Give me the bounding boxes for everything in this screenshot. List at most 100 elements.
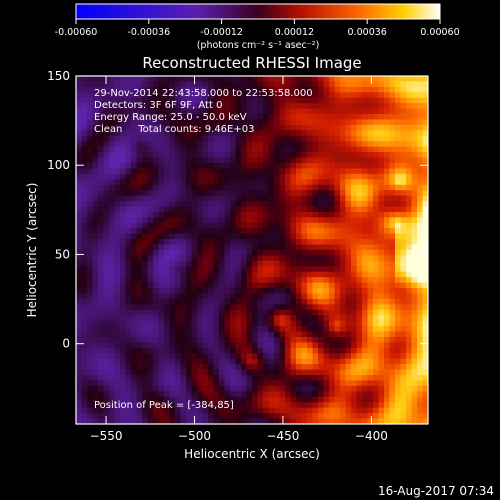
heatmap-cell: [219, 288, 226, 295]
heatmap-cell: [323, 146, 330, 153]
heatmap-cell: [109, 228, 116, 235]
heatmap-cell: [202, 163, 209, 170]
heatmap-cell: [164, 163, 171, 170]
heatmap-cell: [241, 282, 248, 289]
heatmap-cell: [351, 260, 358, 267]
heatmap-cell: [285, 282, 292, 289]
heatmap-cell: [87, 211, 94, 218]
heatmap-cell: [142, 146, 149, 153]
heatmap-cell: [285, 413, 292, 420]
heatmap-cell: [92, 402, 99, 409]
heatmap-cell: [373, 342, 380, 349]
heatmap-cell: [202, 190, 209, 197]
heatmap-cell: [142, 152, 149, 159]
heatmap-cell: [164, 385, 171, 392]
heatmap-cell: [81, 358, 88, 365]
heatmap-cell: [164, 119, 171, 126]
heatmap-cell: [252, 402, 259, 409]
heatmap-cell: [422, 86, 428, 93]
heatmap-cell: [136, 391, 143, 398]
heatmap-cell: [191, 211, 198, 218]
heatmap-cell: [268, 288, 275, 295]
heatmap-cell: [131, 364, 138, 371]
heatmap-cell: [202, 358, 209, 365]
heatmap-cell: [208, 141, 215, 148]
heatmap-cell: [356, 413, 363, 420]
heatmap-cell: [400, 114, 407, 121]
heatmap-cell: [367, 97, 374, 104]
heatmap-cell: [378, 103, 385, 110]
heatmap-cell: [158, 108, 165, 115]
heatmap-cell: [373, 239, 380, 246]
heatmap-cell: [323, 141, 330, 148]
heatmap-cell: [109, 282, 116, 289]
heatmap-cell: [400, 179, 407, 186]
heatmap-cell: [263, 342, 270, 349]
heatmap-cell: [241, 298, 248, 305]
heatmap-cell: [345, 146, 352, 153]
heatmap-cell: [345, 282, 352, 289]
heatmap-cell: [109, 233, 116, 240]
heatmap-cell: [323, 402, 330, 409]
heatmap-cell: [169, 135, 176, 142]
heatmap-cell: [197, 103, 204, 110]
heatmap-cell: [186, 206, 193, 213]
heatmap-cell: [230, 266, 237, 273]
heatmap-cell: [103, 407, 110, 414]
heatmap-cell: [334, 124, 341, 131]
heatmap-cell: [367, 233, 374, 240]
heatmap-cell: [147, 260, 154, 267]
heatmap-cell: [323, 81, 330, 88]
heatmap-cell: [356, 217, 363, 224]
x-tick-label: −450: [266, 429, 299, 443]
heatmap-cell: [252, 413, 259, 420]
heatmap-cell: [109, 119, 116, 126]
heatmap-cell: [142, 244, 149, 251]
heatmap-cell: [147, 92, 154, 99]
heatmap-cell: [164, 97, 171, 104]
heatmap-cell: [422, 108, 428, 115]
heatmap-cell: [230, 244, 237, 251]
heatmap-cell: [318, 266, 325, 273]
heatmap-cell: [202, 309, 209, 316]
heatmap-cell: [87, 233, 94, 240]
heatmap-cell: [131, 152, 138, 159]
heatmap-cell: [318, 76, 325, 83]
heatmap-cell: [384, 342, 391, 349]
heatmap-cell: [378, 418, 385, 424]
heatmap-cell: [329, 146, 336, 153]
heatmap-cell: [81, 282, 88, 289]
heatmap-cell: [131, 92, 138, 99]
heatmap-cell: [76, 391, 83, 398]
heatmap-cell: [186, 271, 193, 278]
heatmap-cell: [301, 320, 308, 327]
heatmap-cell: [224, 315, 231, 322]
heatmap-cell: [378, 228, 385, 235]
heatmap-cell: [81, 396, 88, 403]
heatmap-cell: [186, 266, 193, 273]
heatmap-cell: [197, 86, 204, 93]
heatmap-cell: [367, 228, 374, 235]
heatmap-cell: [153, 173, 160, 180]
heatmap-cell: [213, 266, 220, 273]
heatmap-cell: [268, 353, 275, 360]
heatmap-cell: [230, 103, 237, 110]
heatmap-cell: [191, 168, 198, 175]
heatmap-cell: [378, 173, 385, 180]
heatmap-cell: [373, 211, 380, 218]
heatmap-cell: [136, 402, 143, 409]
heatmap-cell: [340, 337, 347, 344]
heatmap-cell: [158, 320, 165, 327]
heatmap-cell: [312, 391, 319, 398]
heatmap-cell: [279, 217, 286, 224]
heatmap-cell: [323, 380, 330, 387]
heatmap-cell: [422, 157, 428, 164]
heatmap-cell: [268, 239, 275, 246]
heatmap-cell: [224, 195, 231, 202]
heatmap-cell: [246, 277, 253, 284]
heatmap-cell: [109, 163, 116, 170]
heatmap-cell: [98, 97, 105, 104]
heatmap-cell: [345, 124, 352, 131]
heatmap-cell: [329, 76, 336, 83]
heatmap-cell: [373, 124, 380, 131]
